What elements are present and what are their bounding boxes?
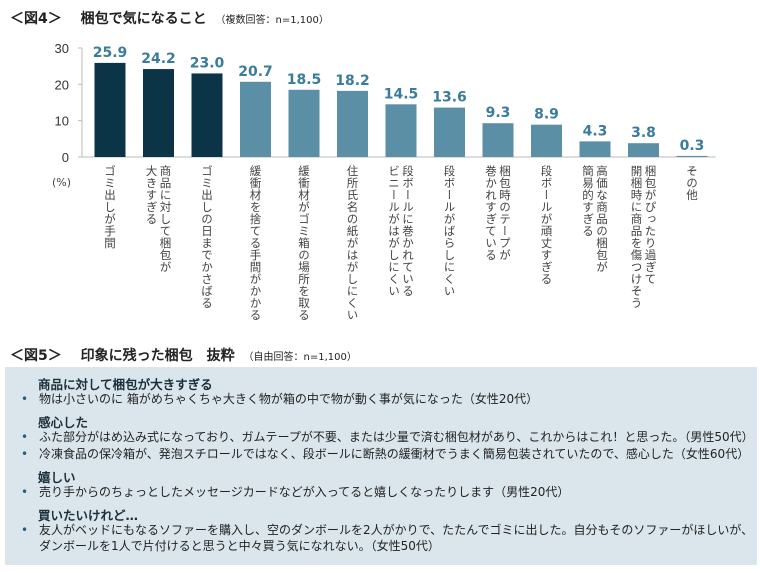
- x-tick-label: 段ボールがばらしにくい: [442, 165, 457, 297]
- x-tick-label: 段ボールが頑丈すぎる: [539, 165, 554, 285]
- y-tick-label: 30: [55, 41, 69, 56]
- fig5-note: （自由回答：n=1,100）: [243, 352, 357, 363]
- y-tick-label: 0: [62, 150, 69, 165]
- value-label: 0.3: [680, 138, 705, 154]
- x-tick-label: 商品に対して梱包が 大きすぎる: [144, 165, 173, 273]
- value-label: 14.5: [384, 86, 419, 102]
- fig5-title: ＜図5＞ 印象に残った梱包 抜粋 （自由回答：n=1,100）: [10, 345, 357, 365]
- x-tick-label: 梱包時のテープが 巻かれすぎている: [484, 165, 512, 261]
- x-tick-label: 緩衝材を捨てる手間がかかる: [248, 165, 263, 321]
- bar-chart: 0 10 20 30 25.9 24.2 23.0 20.7 18.5 18.2 14.5 13.6 9…: [55, 41, 716, 165]
- comment-item: • 友人がベッドにもなるソファーを購入し、空のダンボールを2人がかりで、たたんでゴ…: [21, 523, 754, 553]
- bar: [94, 62, 126, 157]
- value-label: 13.6: [432, 90, 467, 106]
- comments-panel: 商品に対して梱包が大きすぎる • 物は小さいのに 箱がめちゃくちゃ大きく物が箱の中で…: [5, 367, 757, 565]
- value-label: 23.0: [190, 55, 225, 71]
- comment-item: • 冷凍食品の保冷箱が、発泡スチロールではなく、段ボールに断熱の緩衝材でうまく簡易…: [21, 447, 750, 461]
- bar: [143, 69, 174, 157]
- value-label: 9.3: [486, 105, 511, 121]
- x-tick-label: 段ボールに巻かれている ビニールがはがしにくい: [387, 165, 415, 297]
- comment-category: 嬉しい: [38, 470, 76, 485]
- x-tick-label: 高価な商品の梱包が 簡易的すぎる: [581, 165, 609, 273]
- value-label: 8.9: [534, 107, 559, 123]
- x-tick-label: その他: [685, 165, 699, 201]
- bar: [434, 107, 465, 157]
- fig4-title: ＜図4＞ 梱包で気になること （複数回答：n=1,100）: [10, 8, 329, 28]
- value-label: 24.2: [141, 51, 176, 67]
- comment-category: 買いたいけれど…: [38, 508, 139, 523]
- value-label: 25.9: [93, 45, 128, 61]
- x-tick-label: 緩衝材がゴミ箱の場所を取る: [297, 165, 311, 321]
- fig4-heading: 梱包で気になること: [80, 11, 207, 27]
- bar: [482, 123, 514, 157]
- bar: [288, 89, 320, 157]
- y-tick-label: 10: [55, 114, 69, 129]
- bar: [676, 155, 708, 157]
- fig4-note: （複数回答：n=1,100）: [215, 15, 329, 26]
- bar: [337, 90, 368, 157]
- comment-item: • 売り手からのちょっとしたメッセージカードなどが入ってると嬉しくなったりします（…: [21, 485, 570, 499]
- bar: [240, 81, 271, 157]
- fig4-label: ＜図4＞: [10, 11, 62, 27]
- comment-category: 商品に対して梱包が大きすぎる: [38, 377, 213, 392]
- value-label: 3.8: [631, 125, 656, 141]
- value-label: 4.3: [583, 123, 608, 139]
- comment-item: • 物は小さいのに 箱がめちゃくちゃ大きく物が箱の中で物が動く事が気になった（女性…: [21, 392, 539, 406]
- bar: [531, 124, 562, 157]
- bar: [191, 73, 223, 157]
- bar: [385, 104, 417, 157]
- fig5-heading: 印象に残った梱包 抜粋: [80, 348, 235, 364]
- value-label: 18.5: [287, 72, 322, 88]
- bar: [628, 143, 659, 157]
- x-tick-label: ゴミ出しが手間: [103, 165, 117, 249]
- y-axis-unit: (%): [52, 176, 72, 189]
- fig5-label: ＜図5＞: [10, 348, 62, 364]
- x-tick-label: 梱包がぴったり過ぎて 開梱時に商品を傷つけそう: [629, 165, 658, 309]
- value-label: 20.7: [238, 64, 273, 80]
- x-tick-label: ゴミ出しの日までかさばる: [200, 165, 214, 309]
- comment-item: • ふた部分がはめ込み式になっており、ガムテープが不要、または少量で済む梱包材があ…: [21, 430, 754, 444]
- comment-category: 感心した: [38, 415, 89, 430]
- value-label: 18.2: [335, 73, 370, 89]
- y-tick-label: 20: [55, 77, 69, 92]
- bar: [579, 141, 611, 157]
- x-tick-label: 住所氏名の紙がはがしにくい: [345, 165, 360, 321]
